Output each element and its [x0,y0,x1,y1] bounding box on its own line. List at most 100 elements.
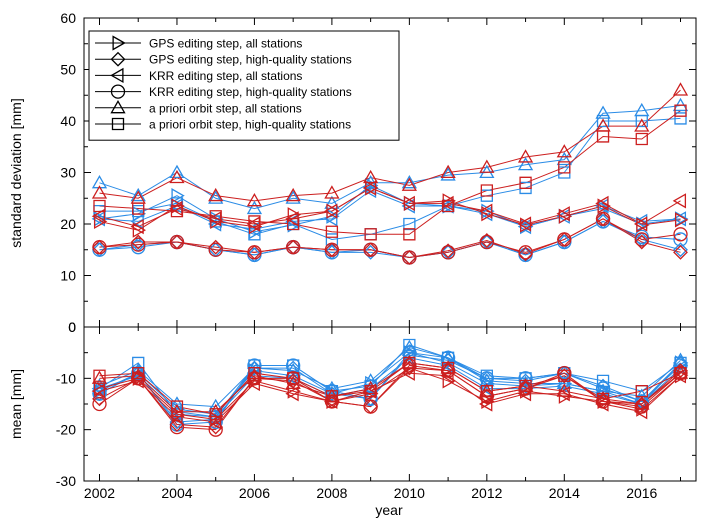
std-point-square-red [519,176,532,189]
mean-point-square-red [248,367,261,380]
x-tick-label: 2016 [626,485,657,501]
mean-point-diamond-red [401,360,417,376]
std-point-square-red [170,204,184,218]
std-point-diamond-blue [673,242,688,258]
std-y-tick-label: 0 [68,319,76,335]
legend-marker-circle [110,84,126,99]
std-point-triangle-up-blue [440,167,456,181]
std-point-triangle-right-red [365,180,379,196]
mean-point-square-red [325,390,339,403]
mean-point-triangle-up-red [91,370,108,384]
std-point-square-red [596,130,610,143]
std-point-square-red [635,132,648,146]
std-y-axis-label: standard deviation [mm] [8,98,24,247]
std-point-square-red [209,210,222,223]
std-point-triangle-right-red [132,222,147,238]
std-series-line-triangle-up-blue [99,105,681,210]
mean-point-triangle-up-blue [324,380,340,395]
std-series-line-triangle-up-red [99,89,681,202]
std-point-triangle-up-red [285,187,301,202]
std-point-circle-red [247,245,262,260]
mean-point-triangle-left-red [479,396,493,412]
mean-point-circle-red [402,358,417,373]
mean-point-square-red [519,379,532,393]
legend-label: KRR editing step, high-quality stations [149,85,352,99]
std-point-square-red [248,215,261,228]
std-point-triangle-left-red [556,206,570,222]
mean-series-line-square-blue [99,344,681,418]
std-point-square-blue [674,112,687,125]
legend-marker-triangle-left [110,67,124,84]
std-point-square-red [325,225,339,238]
std-point-triangle-up-blue [208,190,224,204]
mean-point-diamond-red [556,368,572,384]
mean-point-triangle-left-red [91,383,106,399]
mean-point-square-red [170,400,184,413]
legend-label: GPS editing step, high-quality stations [149,53,352,67]
mean-point-triangle-up-red [634,396,650,410]
mean-point-square-red [364,385,377,398]
std-point-triangle-right-red [674,212,689,228]
std-point-diamond-blue [363,244,379,260]
std-point-diamond-red [673,244,688,260]
mean-series-line-triangle-left-blue [99,357,681,418]
x-tick-label: 2014 [549,485,580,501]
std-y-tick-label: 30 [60,165,76,181]
mean-point-triangle-up-red [169,403,185,418]
std-point-triangle-up-red [363,169,379,184]
std-point-triangle-left-red [324,203,338,219]
std-point-square-blue [596,114,610,128]
legend-label: GPS editing step, all stations [149,37,302,51]
std-point-diamond-red [634,234,650,250]
legend: GPS editing step, all stations GPS editin… [88,30,400,141]
mean-point-triangle-up-blue [130,362,146,377]
std-point-circle-red [402,250,417,265]
std-point-triangle-left-red [672,193,687,209]
std-y-tick-label: 50 [60,62,76,78]
std-point-circle-red [208,242,223,257]
mean-point-triangle-left-red [401,365,415,381]
x-tick-label: 2012 [471,485,502,501]
mean-point-circle-red [286,371,301,386]
std-point-triangle-left-red [479,203,493,219]
std-point-triangle-up-red [556,144,572,158]
mean-point-circle-red [557,366,572,381]
mean-plot-area: -30 -20 -10 0 2002 2004 2006 2008 2010 2012 2014 20… [56,319,697,501]
std-point-triangle-right-red [558,208,573,224]
std-point-square-red [364,228,377,241]
std-point-triangle-up-red [91,185,108,199]
mean-point-square-red [93,369,106,382]
legend-label: a priori orbit step, high-quality statio… [149,118,351,132]
std-point-circle-red [595,211,611,227]
legend-label: a priori orbit step, all stations [149,101,302,115]
mean-series-line-diamond-red [99,367,681,428]
std-point-diamond-red [518,246,533,262]
std-point-circle-red [440,245,456,260]
std-point-triangle-left-red [595,195,609,212]
std-point-triangle-up-blue [595,105,611,119]
std-point-square-red [132,202,145,215]
mean-point-diamond-red [285,373,301,389]
x-tick-label: 2008 [316,485,347,501]
mean-point-circle-red [169,419,185,435]
std-point-triangle-right-red [93,213,108,230]
mean-point-triangle-up-red [246,367,263,382]
legend-marker-triangle-up [110,99,126,114]
mean-point-circle-blue [518,371,533,386]
mean-y-tick-label: -30 [56,473,76,489]
mean-point-triangle-up-red [130,367,146,382]
std-point-square-red [480,184,493,197]
mean-point-square-red [287,372,300,385]
mean-point-triangle-right-red [93,380,108,397]
std-point-square-blue [480,189,493,202]
mean-point-circle-red [92,396,107,412]
std-point-circle-red [479,234,494,250]
std-point-diamond-red [440,243,456,259]
std-series-line-triangle-right-blue [99,184,681,233]
std-point-triangle-left-red [401,195,415,212]
mean-point-square-red [403,356,416,370]
std-point-triangle-right-red [481,206,495,222]
legend-marker-diamond [110,51,126,67]
x-tick-label: 2002 [84,485,115,501]
